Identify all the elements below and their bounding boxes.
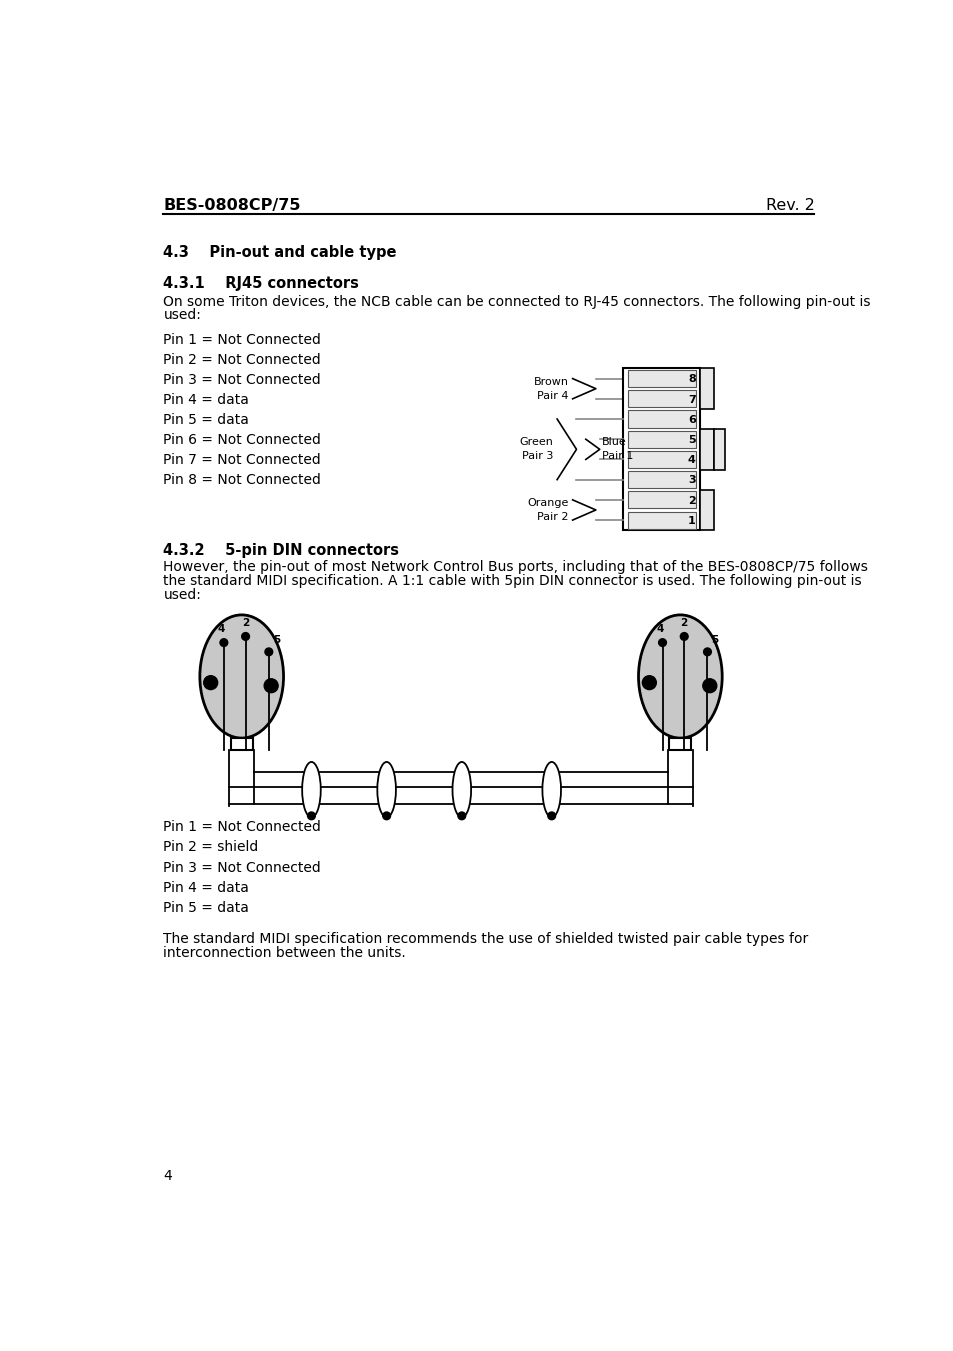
Text: Pair 4: Pair 4 xyxy=(537,390,568,401)
Bar xyxy=(700,430,714,470)
Text: 2: 2 xyxy=(687,496,695,505)
Text: Blue: Blue xyxy=(601,438,626,447)
Text: 4: 4 xyxy=(163,1169,172,1183)
Text: On some Triton devices, the NCB cable can be connected to RJ-45 connectors. The : On some Triton devices, the NCB cable ca… xyxy=(163,295,870,308)
Circle shape xyxy=(382,812,390,820)
Circle shape xyxy=(265,648,273,655)
Text: Pin 1 = Not Connected: Pin 1 = Not Connected xyxy=(163,820,321,835)
Text: 2: 2 xyxy=(242,617,249,628)
Circle shape xyxy=(641,676,656,689)
Circle shape xyxy=(658,639,666,646)
Circle shape xyxy=(703,648,711,655)
Text: 4: 4 xyxy=(656,624,663,634)
Text: Pin 3 = Not Connected: Pin 3 = Not Connected xyxy=(163,861,321,874)
Text: 1: 1 xyxy=(687,516,695,526)
Text: Pin 4 = data: Pin 4 = data xyxy=(163,881,249,894)
Ellipse shape xyxy=(452,762,471,817)
Text: Pin 1 = Not Connected: Pin 1 = Not Connected xyxy=(163,334,321,347)
Text: 3: 3 xyxy=(687,476,695,485)
Text: 8: 8 xyxy=(687,374,695,384)
Text: 4.3.1    RJ45 connectors: 4.3.1 RJ45 connectors xyxy=(163,276,359,290)
Text: Brown: Brown xyxy=(533,377,568,386)
Text: interconnection between the units.: interconnection between the units. xyxy=(163,946,406,961)
Bar xyxy=(627,451,695,467)
Text: Orange: Orange xyxy=(527,499,568,508)
Text: Pair 1: Pair 1 xyxy=(601,451,633,461)
Text: 6: 6 xyxy=(687,415,695,424)
Text: 4.3    Pin-out and cable type: 4.3 Pin-out and cable type xyxy=(163,246,396,261)
Text: 5: 5 xyxy=(273,635,279,644)
Bar xyxy=(627,370,695,388)
Text: 5: 5 xyxy=(711,635,718,644)
Text: 4: 4 xyxy=(687,455,695,465)
Text: Pin 5 = data: Pin 5 = data xyxy=(163,413,249,427)
Text: Pin 3 = Not Connected: Pin 3 = Not Connected xyxy=(163,373,321,388)
Text: Pair 3: Pair 3 xyxy=(521,451,553,461)
Text: 4.3.2    5-pin DIN connectors: 4.3.2 5-pin DIN connectors xyxy=(163,543,399,558)
Ellipse shape xyxy=(542,762,560,817)
Text: Pair 2: Pair 2 xyxy=(537,512,568,521)
Ellipse shape xyxy=(302,762,320,817)
Bar xyxy=(627,471,695,488)
Bar xyxy=(627,431,695,447)
Circle shape xyxy=(702,678,716,693)
Text: 2: 2 xyxy=(679,617,687,628)
Text: Pin 2 = Not Connected: Pin 2 = Not Connected xyxy=(163,353,321,367)
Bar xyxy=(669,738,691,750)
Text: Pin 6 = Not Connected: Pin 6 = Not Connected xyxy=(163,434,321,447)
Text: 5: 5 xyxy=(687,435,695,444)
Text: used:: used: xyxy=(163,588,201,603)
Circle shape xyxy=(457,812,465,820)
Text: 7: 7 xyxy=(687,394,695,404)
Text: However, the pin-out of most Network Control Bus ports, including that of the BE: However, the pin-out of most Network Con… xyxy=(163,561,867,574)
Circle shape xyxy=(547,812,555,820)
Circle shape xyxy=(241,632,249,640)
Text: the standard MIDI specification. A 1:1 cable with 5pin DIN connector is used. Th: the standard MIDI specification. A 1:1 c… xyxy=(163,574,862,588)
Text: Pin 7 = Not Connected: Pin 7 = Not Connected xyxy=(163,453,321,467)
Ellipse shape xyxy=(199,615,283,738)
Text: used:: used: xyxy=(163,308,201,323)
Bar xyxy=(627,411,695,427)
Text: Pin 5 = data: Pin 5 = data xyxy=(163,901,249,915)
Ellipse shape xyxy=(638,615,721,738)
Bar xyxy=(700,369,714,409)
Text: Pin 2 = shield: Pin 2 = shield xyxy=(163,840,258,854)
Circle shape xyxy=(204,676,217,689)
Text: Green: Green xyxy=(518,438,553,447)
Text: 4: 4 xyxy=(217,624,225,634)
Text: Pin 4 = data: Pin 4 = data xyxy=(163,393,249,407)
Text: Pin 8 = Not Connected: Pin 8 = Not Connected xyxy=(163,473,321,488)
Bar xyxy=(627,512,695,528)
Bar xyxy=(627,492,695,508)
Text: Rev. 2: Rev. 2 xyxy=(764,199,814,213)
Text: BES-0808CP/75: BES-0808CP/75 xyxy=(163,199,300,213)
Circle shape xyxy=(220,639,228,646)
Bar xyxy=(622,369,700,530)
Circle shape xyxy=(679,632,687,640)
Circle shape xyxy=(264,678,278,693)
Text: The standard MIDI specification recommends the use of shielded twisted pair cabl: The standard MIDI specification recommen… xyxy=(163,932,808,946)
Ellipse shape xyxy=(377,762,395,817)
Bar xyxy=(700,490,714,530)
Circle shape xyxy=(307,812,315,820)
Bar xyxy=(627,390,695,408)
Bar xyxy=(231,738,253,750)
Bar xyxy=(714,430,724,470)
